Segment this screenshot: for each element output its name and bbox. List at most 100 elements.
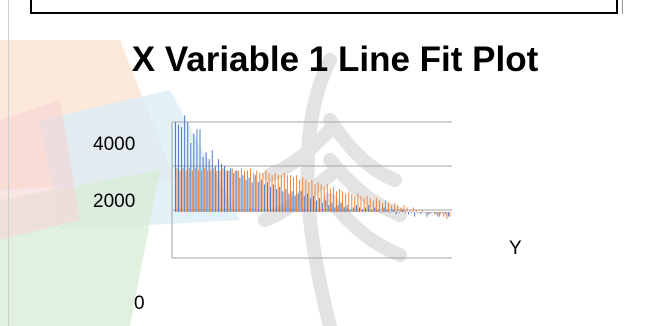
bar-series2-66: [375, 198, 377, 212]
bar-series1-21: [236, 170, 238, 212]
bar-series2-19: [231, 168, 233, 212]
bar-series2-74: [400, 207, 402, 212]
bar-series1-26: [251, 182, 253, 212]
bar-series1-31: [267, 182, 268, 212]
bar-series2-36: [283, 172, 285, 212]
bar-series2-82: [424, 212, 426, 213]
bar-series1-80: [417, 212, 419, 213]
bar-series2-48: [320, 184, 322, 212]
bar-series1-29: [260, 179, 262, 212]
bar-series1-34: [276, 189, 278, 212]
bar-series1-73: [395, 212, 397, 215]
bar-series1-51: [328, 205, 330, 212]
bar-series2-23: [244, 170, 245, 212]
bar-series2-21: [237, 170, 239, 212]
bar-series2-67: [378, 200, 380, 212]
bar-series2-61: [360, 195, 362, 212]
bar-series2-84: [431, 212, 432, 213]
bar-series1-24: [245, 179, 247, 212]
bar-series1-67: [377, 209, 379, 212]
bar-series1-78: [411, 212, 413, 213]
bar-series2-51: [329, 189, 331, 212]
bar-series1-59: [352, 207, 354, 212]
bar-series1-53: [334, 207, 336, 212]
bar-series1-39: [291, 191, 293, 212]
bar-series2-85: [434, 212, 436, 215]
bar-series2-30: [265, 170, 267, 212]
text-box-frame: [30, 0, 618, 14]
bar-series1-1: [175, 122, 176, 212]
bar-series1-55: [340, 202, 342, 212]
bar-series2-35: [280, 175, 282, 212]
bar-series1-62: [362, 209, 363, 212]
bar-series2-63: [366, 195, 368, 212]
bar-series1-69: [383, 207, 385, 212]
bar-series2-3: [182, 168, 184, 212]
bar-series1-13: [211, 149, 213, 212]
bar-series1-33: [273, 184, 275, 212]
bar-series1-68: [380, 212, 382, 213]
bar-series1-17: [224, 166, 225, 212]
bar-series2-37: [286, 175, 288, 212]
bar-series2-43: [305, 179, 307, 212]
bar-series2-1: [176, 168, 178, 212]
bar-series2-81: [421, 209, 423, 212]
chart-title: X Variable 1 Line Fit Plot: [131, 40, 539, 79]
bar-series1-32: [270, 186, 271, 212]
bar-series2-18: [228, 170, 230, 212]
bar-series1-4: [184, 115, 186, 212]
bar-series2-26: [253, 172, 255, 212]
bar-series2-69: [385, 200, 386, 212]
bar-series2-55: [342, 191, 344, 212]
bar-series2-75: [403, 205, 405, 212]
bar-series2-5: [188, 168, 190, 212]
bar-series1-38: [288, 193, 290, 212]
bar-series1-56: [343, 207, 345, 212]
bar-series1-54: [337, 205, 339, 212]
bar-series2-10: [204, 168, 206, 212]
bar-series2-11: [207, 170, 209, 212]
bar-series2-53: [336, 191, 337, 212]
bar-series1-81: [420, 212, 422, 215]
bar-series2-32: [271, 175, 273, 212]
bar-series1-22: [239, 177, 241, 212]
bar-series2-87: [440, 212, 442, 215]
bar-series1-60: [355, 205, 357, 212]
bar-series1-37: [285, 189, 287, 212]
bar-series2-16: [222, 168, 224, 212]
bar-series1-10: [202, 156, 204, 212]
bar-series1-77: [408, 212, 409, 215]
bar-series2-39: [293, 177, 294, 212]
y-tick-label-2000: 2000: [93, 191, 136, 212]
y-tick-label-0: 0: [134, 293, 145, 314]
bar-series1-14: [214, 166, 216, 212]
bar-series2-44: [308, 182, 310, 212]
bar-series2-86: [437, 212, 439, 217]
bar-series2-2: [179, 170, 181, 212]
page-border-right: [622, 0, 623, 14]
bar-series2-50: [326, 184, 328, 212]
bar-series1-7: [193, 133, 195, 212]
bar-series1-2: [178, 124, 179, 212]
bar-series2-59: [354, 195, 356, 212]
bar-series1-20: [233, 172, 235, 212]
bar-series2-79: [415, 209, 417, 212]
bar-series1-76: [405, 212, 406, 213]
bar-series2-88: [443, 212, 445, 217]
bar-series2-57: [348, 191, 350, 212]
bar-series2-71: [391, 205, 393, 212]
bar-series2-47: [317, 182, 319, 212]
bar-series2-78: [412, 207, 414, 212]
bar-series2-76: [406, 207, 408, 212]
bar-series1-61: [359, 207, 360, 212]
bar-series2-14: [216, 170, 218, 212]
bar-series2-12: [210, 170, 212, 212]
bar-series1-65: [371, 209, 373, 212]
bar-series1-35: [279, 186, 281, 212]
bar-series1-84: [429, 212, 431, 215]
bar-series1-11: [205, 152, 207, 212]
bar-series2-38: [290, 175, 291, 212]
bar-series2-90: [449, 212, 451, 217]
bar-series1-44: [306, 193, 308, 212]
bar-series2-8: [198, 170, 199, 212]
